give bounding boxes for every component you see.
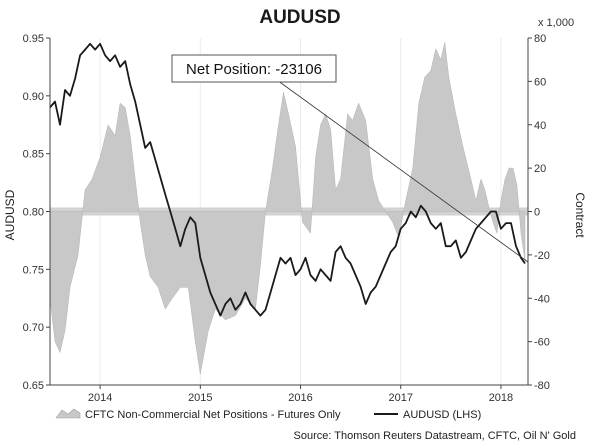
- legend-net-positions-label: CFTC Non-Commercial Net Positions - Futu…: [85, 409, 341, 421]
- x-axis-ticks: 2014 2015 2016 2017 2018: [88, 385, 513, 404]
- left-tick-label: 0.85: [23, 149, 44, 161]
- left-tick-label: 0.95: [23, 33, 44, 45]
- x-tick-label: 2015: [188, 392, 212, 404]
- left-axis-ticks: 0.65 0.70 0.75 0.80 0.85 0.90 0.95: [23, 33, 50, 392]
- right-axis-unit: x 1,000: [538, 17, 574, 29]
- right-tick-label: 60: [534, 76, 546, 88]
- right-tick-label: 0: [534, 207, 540, 219]
- right-tick-label: -40: [534, 293, 550, 305]
- legend-area-swatch: [55, 408, 81, 419]
- chart-title: AUDUSD: [259, 7, 340, 28]
- source-note: Source: Thomson Reuters Datastream, CFTC…: [294, 430, 577, 442]
- left-tick-label: 0.90: [23, 91, 44, 103]
- audusd-line: [49, 42, 526, 317]
- right-tick-label: 40: [534, 120, 546, 132]
- net-positions-area-layer: [49, 42, 526, 375]
- left-tick-label: 0.70: [23, 322, 44, 334]
- annotation-box: [171, 54, 337, 83]
- net-positions-area: [49, 42, 526, 375]
- legend-audusd-label: AUDUSD (LHS): [403, 409, 481, 421]
- left-tick-label: 0.80: [23, 207, 44, 219]
- right-axis-ticks: -80 -60 -40 -20 0 20 40 60 80: [528, 33, 550, 392]
- x-tick-label: 2017: [388, 392, 412, 404]
- right-tick-label: -60: [534, 337, 550, 349]
- x-tick-label: 2014: [88, 392, 112, 404]
- annotation-leader-line: [269, 74, 529, 263]
- audusd-line-layer: [49, 42, 526, 317]
- legend: CFTC Non-Commercial Net Positions - Futu…: [55, 408, 481, 421]
- left-tick-label: 0.75: [23, 264, 44, 276]
- left-tick-label: 0.65: [23, 380, 44, 392]
- left-axis-label: AUDUSD: [3, 189, 17, 240]
- right-tick-label: 80: [534, 33, 546, 45]
- annotation-text: Net Position: -23106: [186, 61, 322, 78]
- right-tick-label: -20: [534, 250, 550, 262]
- x-tick-label: 2018: [489, 392, 513, 404]
- right-tick-label: 20: [534, 163, 546, 175]
- right-axis-label: Contract: [573, 192, 587, 238]
- right-tick-label: -80: [534, 380, 550, 392]
- net-position-annotation: Net Position: -23106: [171, 54, 529, 263]
- x-tick-label: 2016: [288, 392, 312, 404]
